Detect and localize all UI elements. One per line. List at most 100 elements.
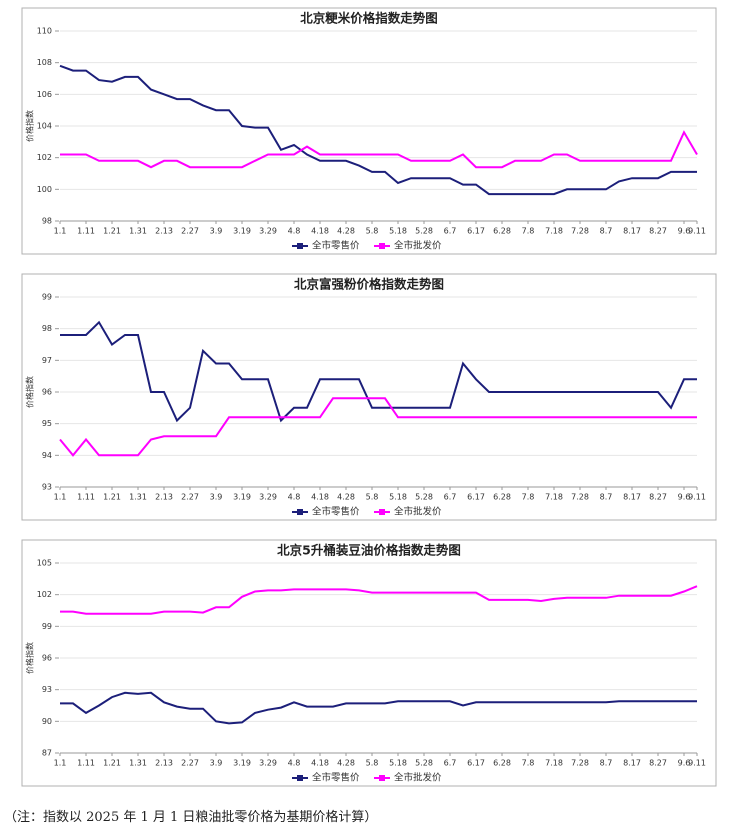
x-tick-label: 4.8	[288, 759, 301, 768]
series-line	[59, 397, 697, 457]
x-tick-label: 6.7	[444, 227, 457, 236]
series-line	[60, 130, 698, 169]
y-tick-label: 105	[37, 559, 52, 568]
x-tick-label: 2.13	[155, 759, 173, 768]
y-tick-label: 95	[42, 419, 52, 428]
legend-marker	[379, 509, 385, 515]
x-tick-label: 1.1	[54, 493, 67, 502]
footnote: （注：指数以 2025 年 1 月 1 日粮油批零价格为基期价格计算）	[4, 810, 378, 825]
panel	[21, 273, 717, 521]
x-tick-label: 3.19	[233, 227, 251, 236]
legend-label: 全市零售价	[312, 506, 360, 518]
y-axis-label: 价格指数	[25, 110, 35, 142]
y-tick-label: 93	[42, 483, 52, 492]
x-tick-label: 4.8	[288, 227, 301, 236]
x-tick-label: 8.17	[623, 759, 641, 768]
x-tick-label: 9.11	[688, 227, 706, 236]
y-tick-label: 102	[37, 153, 52, 162]
x-tick-label: 4.28	[337, 493, 355, 502]
x-tick-label: 8.27	[649, 759, 667, 768]
legend-label: 全市零售价	[312, 240, 360, 252]
x-tick-label: 6.28	[493, 759, 511, 768]
x-tick-label: 7.18	[545, 493, 563, 502]
y-axis-label: 价格指数	[25, 642, 35, 674]
legend-marker	[379, 775, 385, 781]
x-tick-label: 5.28	[415, 227, 433, 236]
x-tick-label: 1.21	[103, 759, 121, 768]
series-line	[59, 64, 697, 196]
x-tick-label: 5.18	[389, 493, 407, 502]
x-tick-label: 8.27	[649, 227, 667, 236]
x-tick-label: 6.7	[444, 493, 457, 502]
x-tick-label: 3.19	[233, 759, 251, 768]
x-tick-label: 5.8	[366, 493, 379, 502]
x-tick-label: 2.27	[181, 759, 199, 768]
x-tick-label: 8.27	[649, 493, 667, 502]
x-tick-label: 7.18	[545, 227, 563, 236]
y-axis-label: 价格指数	[25, 376, 35, 408]
x-tick-label: 2.27	[181, 227, 199, 236]
x-tick-label: 4.18	[311, 759, 329, 768]
x-tick-label: 7.8	[522, 227, 535, 236]
x-tick-label: 1.21	[103, 493, 121, 502]
x-tick-label: 9.6	[678, 493, 691, 502]
x-tick-label: 1.1	[54, 227, 67, 236]
x-tick-label: 9.11	[688, 493, 706, 502]
x-tick-label: 7.8	[522, 759, 535, 768]
x-tick-label: 7.28	[571, 759, 589, 768]
x-tick-label: 6.17	[467, 227, 485, 236]
y-tick-label: 94	[42, 451, 52, 460]
x-tick-label: 3.9	[210, 493, 223, 502]
x-tick-label: 5.8	[366, 227, 379, 236]
x-tick-label: 3.9	[210, 759, 223, 768]
legend-marker	[297, 243, 303, 249]
x-tick-label: 4.18	[311, 227, 329, 236]
x-tick-label: 1.1	[54, 759, 67, 768]
x-tick-label: 1.11	[77, 227, 95, 236]
series-line	[60, 585, 698, 615]
y-tick-label: 90	[42, 717, 52, 726]
y-tick-label: 96	[42, 654, 52, 663]
legend-marker	[379, 243, 385, 249]
x-tick-label: 7.18	[545, 759, 563, 768]
x-tick-label: 8.7	[600, 227, 613, 236]
y-tick-label: 99	[42, 293, 52, 302]
x-tick-label: 2.13	[155, 493, 173, 502]
x-tick-label: 9.6	[678, 227, 691, 236]
x-tick-label: 1.11	[77, 759, 95, 768]
x-tick-label: 1.21	[103, 227, 121, 236]
y-tick-label: 110	[37, 27, 52, 36]
y-tick-label: 104	[37, 122, 52, 131]
series-line	[60, 320, 697, 423]
x-tick-label: 9.11	[688, 759, 706, 768]
x-tick-label: 6.28	[493, 227, 511, 236]
x-tick-label: 5.18	[389, 227, 407, 236]
x-tick-label: 4.28	[337, 227, 355, 236]
y-tick-label: 108	[37, 58, 52, 67]
x-tick-label: 1.31	[129, 227, 147, 236]
x-tick-label: 7.28	[571, 493, 589, 502]
x-tick-label: 1.31	[129, 759, 147, 768]
y-tick-label: 98	[42, 217, 52, 226]
x-tick-label: 6.7	[444, 759, 457, 768]
x-tick-label: 3.29	[259, 493, 277, 502]
y-tick-label: 100	[37, 185, 52, 194]
panel	[21, 7, 717, 255]
legend-label: 全市批发价	[394, 240, 442, 252]
legend-marker	[297, 775, 303, 781]
chart-title: 北京5升桶装豆油价格指数走势图	[277, 543, 461, 558]
x-tick-label: 3.29	[259, 227, 277, 236]
legend-label: 全市批发价	[394, 506, 442, 518]
x-tick-label: 3.19	[233, 493, 251, 502]
x-tick-label: 8.7	[600, 493, 613, 502]
x-tick-label: 1.31	[129, 493, 147, 502]
x-tick-label: 7.8	[522, 493, 535, 502]
y-tick-label: 98	[42, 324, 52, 333]
x-tick-label: 4.28	[337, 759, 355, 768]
x-tick-label: 8.17	[623, 227, 641, 236]
y-tick-label: 106	[37, 90, 52, 99]
series-line	[60, 691, 697, 725]
x-tick-label: 5.18	[389, 759, 407, 768]
chart-title: 北京富强粉价格指数走势图	[294, 277, 444, 292]
